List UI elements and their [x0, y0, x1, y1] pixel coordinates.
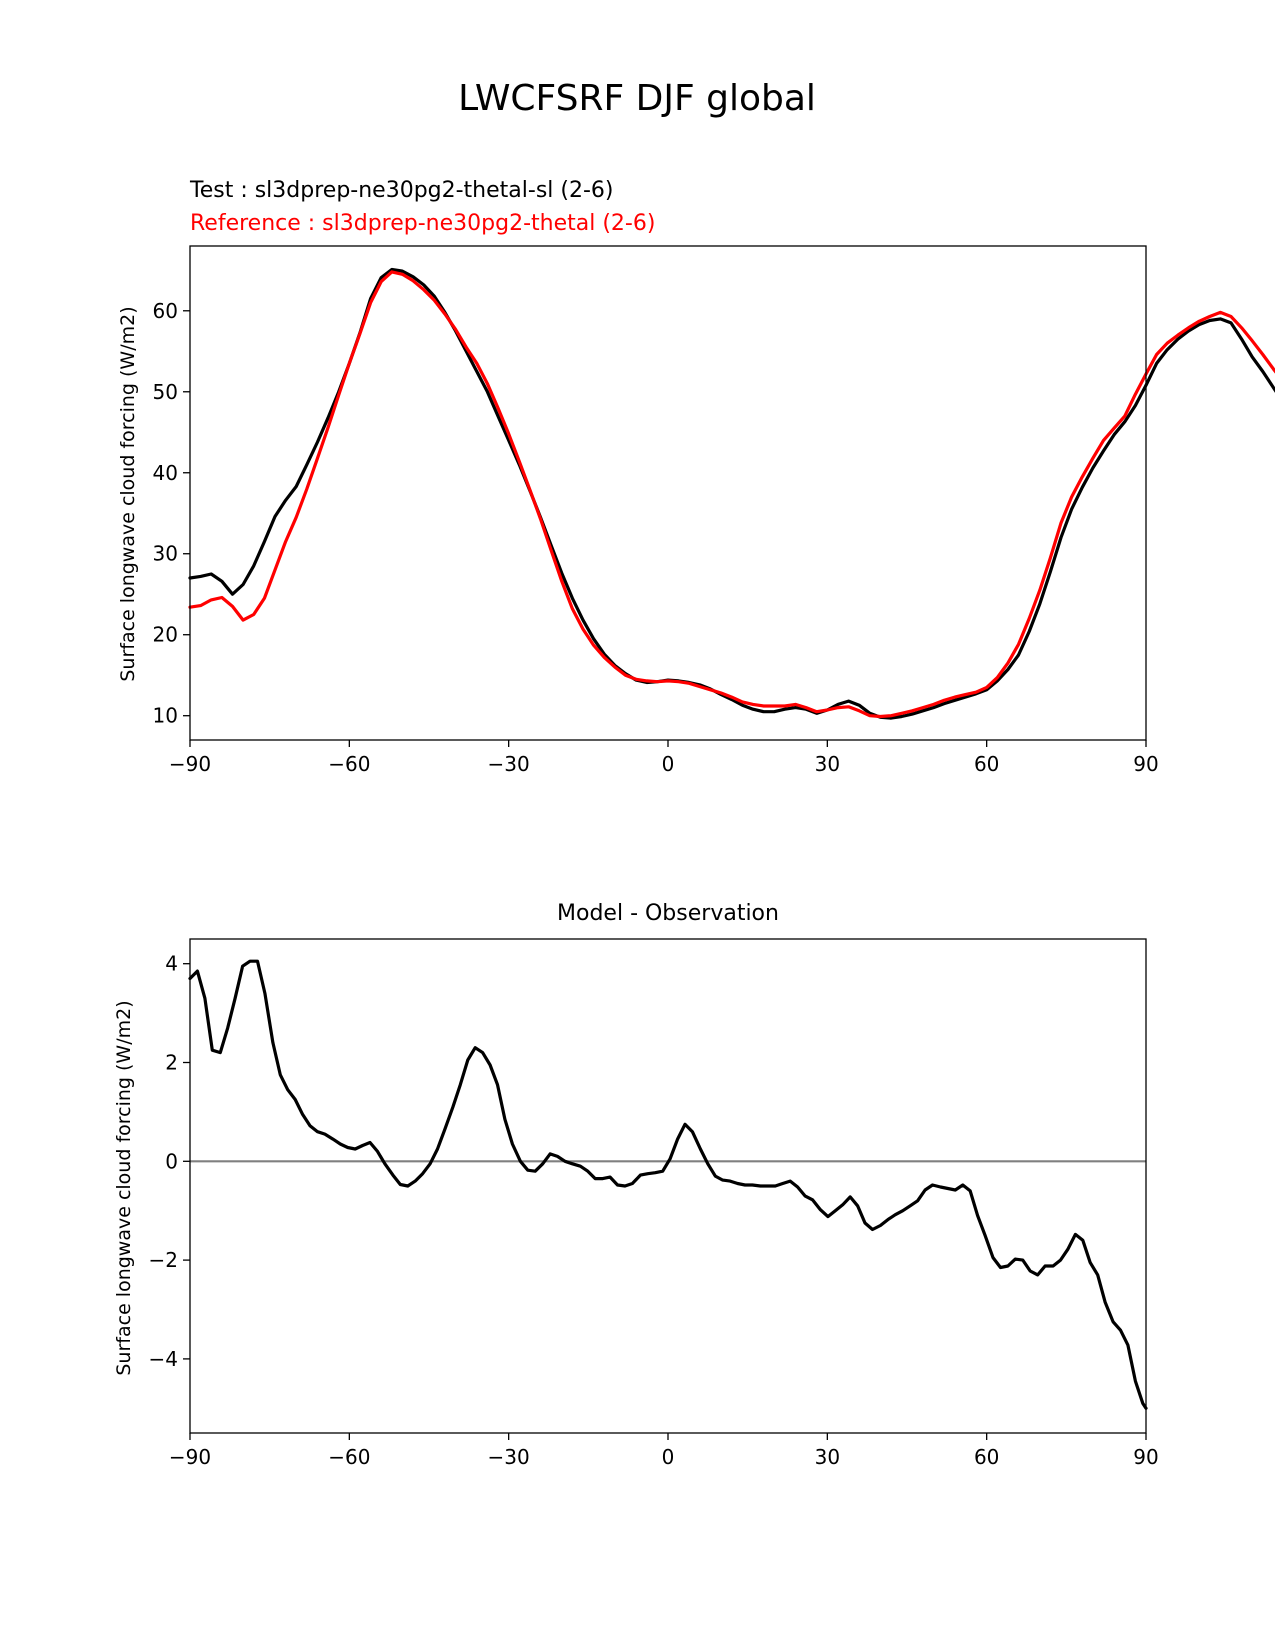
bottom-x-tick-label: 60	[974, 1445, 999, 1469]
bottom-title: Model - Observation	[557, 901, 779, 926]
bottom-x-tick-label: 0	[662, 1445, 675, 1469]
top-plot-area: −90 −60 −30 0 30 60 90 10 20 30 40 50 60	[153, 245, 1275, 776]
top-y-tick-label: 20	[153, 623, 178, 647]
bottom-x-tick-label: 90	[1133, 1445, 1158, 1469]
bottom-y-tick-label: 0	[165, 1149, 178, 1173]
top-x-tick-label: 60	[974, 752, 999, 776]
bottom-y-tick-label: 2	[165, 1051, 178, 1075]
bottom-y-axis-label: Surface longwave cloud forcing (W/m2)	[113, 1000, 135, 1375]
figure-title: LWCFSRF DJF global	[458, 78, 816, 119]
top-y-tick-label: 30	[153, 542, 178, 566]
bottom-y-tick-label: −2	[149, 1248, 178, 1272]
bottom-panel: Model - Observation Surface longwave clo…	[113, 901, 1159, 1469]
top-x-tick-label: 0	[662, 752, 675, 776]
top-series-line-0	[188, 267, 1275, 720]
top-x-tick-label: −90	[169, 752, 211, 776]
top-y-axis-label: Surface longwave cloud forcing (W/m2)	[117, 306, 139, 681]
reference-label: Reference : sl3dprep-ne30pg2-thetal (2-6…	[190, 211, 655, 236]
top-y-tick-label: 50	[153, 380, 178, 404]
test-label: Test : sl3dprep-ne30pg2-thetal-sl (2-6)	[189, 178, 614, 203]
bottom-y-tick-label: −4	[149, 1347, 178, 1371]
top-x-tick-label: 90	[1133, 752, 1158, 776]
top-x-tick-label: −30	[488, 752, 530, 776]
top-y-tick-label: 60	[153, 299, 178, 323]
top-y-tick-label: 40	[153, 461, 178, 485]
top-x-tick-label: −60	[328, 752, 370, 776]
bottom-x-tick-label: −90	[169, 1445, 211, 1469]
bottom-y-tick-label: 4	[165, 952, 178, 976]
bottom-series-line-0	[188, 959, 1148, 1410]
bottom-x-tick-label: −60	[328, 1445, 370, 1469]
top-x-tick-label: 30	[815, 752, 840, 776]
bottom-x-tick-label: −30	[488, 1445, 530, 1469]
bottom-x-tick-label: 30	[815, 1445, 840, 1469]
top-panel: Test : sl3dprep-ne30pg2-thetal-sl (2-6) …	[117, 178, 1275, 776]
top-series-line-1	[188, 270, 1275, 719]
top-axes-frame	[189, 245, 1147, 741]
top-y-tick-label: 10	[153, 704, 178, 728]
bottom-plot-area: −90 −60 −30 0 30 60 90 −4 −2 0 2 4	[149, 938, 1159, 1469]
bottom-axes-frame	[189, 938, 1147, 1434]
